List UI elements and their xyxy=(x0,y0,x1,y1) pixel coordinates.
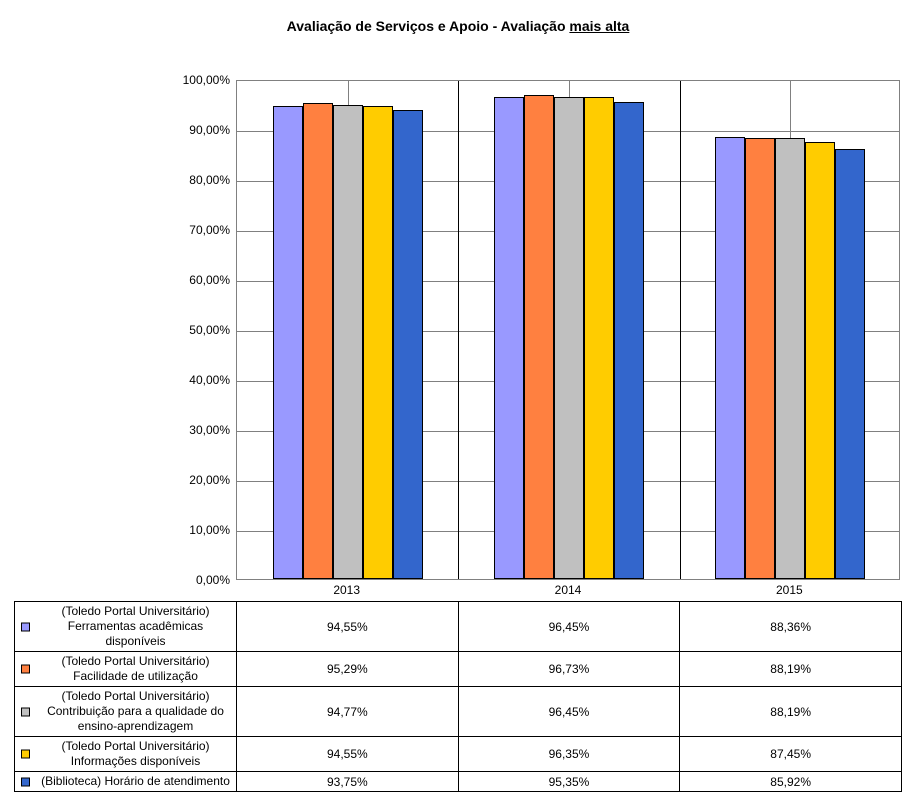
bar xyxy=(745,138,775,579)
title-text: Avaliação de Serviços e Apoio - Avaliaçã… xyxy=(287,18,570,34)
chart-container: Avaliação de Serviços e Apoio - Avaliaçã… xyxy=(0,0,916,811)
value-cell: 96,45% xyxy=(458,602,680,652)
value-cell: 95,29% xyxy=(237,652,459,687)
y-tick-label: 80,00% xyxy=(189,173,230,187)
value-cell: 96,35% xyxy=(458,737,680,772)
bar xyxy=(363,106,393,579)
legend-label-text: (Biblioteca) Horário de atendimento xyxy=(41,774,230,788)
table-row: (Toledo Portal Universitário) Ferramenta… xyxy=(15,602,902,652)
value-cell: 88,19% xyxy=(680,687,902,737)
category-divider xyxy=(680,81,681,579)
plot-area xyxy=(236,80,900,580)
value-cell: 96,45% xyxy=(458,687,680,737)
value-cell: 85,92% xyxy=(680,772,902,792)
y-tick-label: 90,00% xyxy=(189,123,230,137)
bar xyxy=(494,97,524,579)
title-emph: mais alta xyxy=(569,18,629,34)
bar xyxy=(554,97,584,579)
legend-label-cell: (Toledo Portal Universitário) Ferramenta… xyxy=(15,602,237,652)
y-tick-label: 0,00% xyxy=(196,573,230,587)
value-cell: 87,45% xyxy=(680,737,902,772)
bar xyxy=(333,105,363,579)
legend-label-cell: (Toledo Portal Universitário) Informaçõe… xyxy=(15,737,237,772)
value-cell: 88,36% xyxy=(680,602,902,652)
x-tick-label: 2014 xyxy=(457,583,678,597)
data-table: (Toledo Portal Universitário) Ferramenta… xyxy=(14,601,902,792)
bar xyxy=(614,102,644,579)
bar xyxy=(393,110,423,579)
bar xyxy=(524,95,554,579)
bar xyxy=(805,142,835,579)
y-tick-label: 10,00% xyxy=(189,523,230,537)
legend-swatch xyxy=(21,665,30,674)
y-tick-label: 50,00% xyxy=(189,323,230,337)
chart-title: Avaliação de Serviços e Apoio - Avaliaçã… xyxy=(0,18,916,34)
bar xyxy=(273,106,303,579)
y-tick-label: 70,00% xyxy=(189,223,230,237)
table-row: (Biblioteca) Horário de atendimento 93,75… xyxy=(15,772,902,792)
legend-label-cell: (Toledo Portal Universitário) Contribuiç… xyxy=(15,687,237,737)
category-divider xyxy=(458,81,459,579)
legend-label-text: (Toledo Portal Universitário) Informaçõe… xyxy=(61,739,209,768)
value-cell: 94,77% xyxy=(237,687,459,737)
bar xyxy=(775,138,805,579)
legend-swatch xyxy=(21,622,30,631)
bar xyxy=(584,97,614,579)
bar xyxy=(835,149,865,579)
value-cell: 95,35% xyxy=(458,772,680,792)
value-cell: 88,19% xyxy=(680,652,902,687)
legend-label-cell: (Toledo Portal Universitário) Facilidade… xyxy=(15,652,237,687)
table-row: (Toledo Portal Universitário) Facilidade… xyxy=(15,652,902,687)
y-axis-ticks: 0,00%10,00%20,00%30,00%40,00%50,00%60,00… xyxy=(0,80,230,580)
y-tick-label: 100,00% xyxy=(183,73,230,87)
legend-label-cell: (Biblioteca) Horário de atendimento xyxy=(15,772,237,792)
legend-swatch xyxy=(21,750,30,759)
bar xyxy=(715,137,745,579)
chart-plot-wrapper: 201320142015 xyxy=(236,80,900,606)
y-tick-label: 20,00% xyxy=(189,473,230,487)
y-tick-label: 60,00% xyxy=(189,273,230,287)
table-row: (Toledo Portal Universitário) Informaçõe… xyxy=(15,737,902,772)
legend-swatch xyxy=(21,707,30,716)
y-tick-label: 30,00% xyxy=(189,423,230,437)
legend-label-text: (Toledo Portal Universitário) Contribuiç… xyxy=(47,689,224,733)
x-tick-label: 2013 xyxy=(236,583,457,597)
table-row: (Toledo Portal Universitário) Contribuiç… xyxy=(15,687,902,737)
value-cell: 96,73% xyxy=(458,652,680,687)
x-tick-label: 2015 xyxy=(679,583,900,597)
legend-label-text: (Toledo Portal Universitário) Facilidade… xyxy=(61,654,209,683)
value-cell: 93,75% xyxy=(237,772,459,792)
value-cell: 94,55% xyxy=(237,737,459,772)
legend-label-text: (Toledo Portal Universitário) Ferramenta… xyxy=(61,604,209,648)
legend-swatch xyxy=(21,777,30,786)
bar xyxy=(303,103,333,579)
y-tick-label: 40,00% xyxy=(189,373,230,387)
value-cell: 94,55% xyxy=(237,602,459,652)
